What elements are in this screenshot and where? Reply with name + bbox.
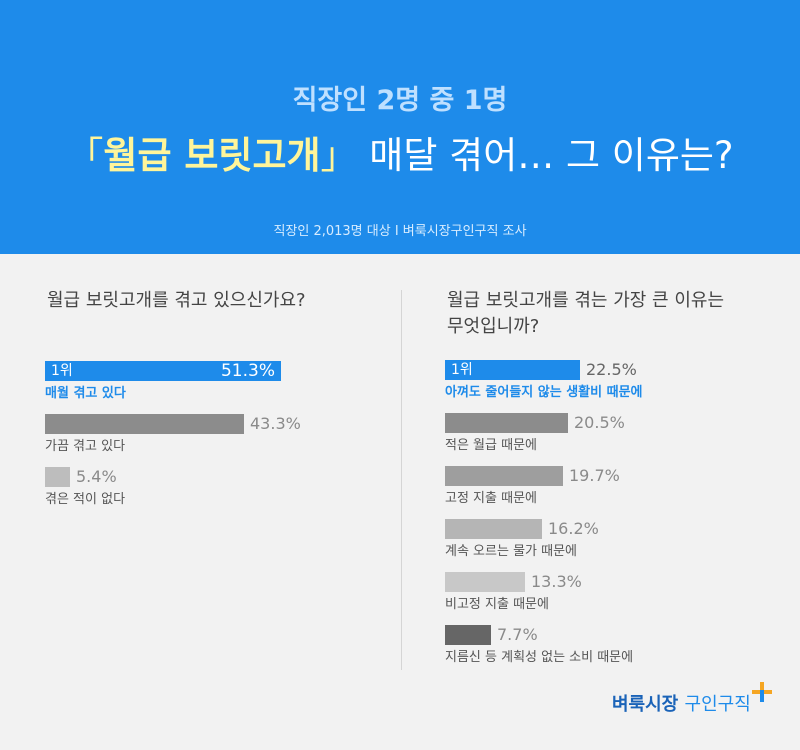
chart1-category-label: 가끔 겪고 있다: [45, 439, 126, 454]
chart2-value-label: 22.5%: [586, 360, 637, 379]
chart2-category-label: 비고정 지출 때문에: [445, 597, 549, 612]
logo-plus-icon: [752, 682, 772, 702]
chart2-category-label: 계속 오르는 물가 때문에: [445, 544, 577, 559]
chart2-rank-label: 1위: [451, 362, 473, 378]
chart1-bar: [45, 361, 281, 381]
chart1-bar: [45, 467, 70, 487]
chart1-category-label: 겪은 적이 없다: [45, 492, 126, 507]
chart1-value-label: 5.4%: [76, 467, 117, 486]
header-title: 「월급 보릿고개」 매달 겪어… 그 이유는?: [0, 125, 800, 179]
header-banner: 직장인 2명 중 1명 「월급 보릿고개」 매달 겪어… 그 이유는? 직장인 …: [0, 0, 800, 254]
logo-service: 구인구직: [684, 694, 751, 715]
chart2-category-label: 지름신 등 계획성 없는 소비 때문에: [445, 650, 634, 665]
title-bracket-open: 「: [66, 134, 104, 177]
chart2-value-label: 16.2%: [548, 519, 599, 538]
chart2-value-label: 20.5%: [574, 413, 625, 432]
column-divider: [401, 290, 402, 670]
chart2-question-line1: 월급 보릿고개를 겪는 가장 큰 이유는: [447, 290, 725, 311]
chart1-bar: [45, 414, 244, 434]
chart2-value-label: 13.3%: [531, 572, 582, 591]
title-rest: 매달 겪어… 그 이유는?: [357, 134, 734, 177]
header-subtitle: 직장인 2명 중 1명: [292, 85, 508, 116]
chart2-value-label: 19.7%: [569, 466, 620, 485]
brand-logo: 벼룩시장 구인구직: [612, 682, 772, 716]
survey-source: 직장인 2,013명 대상 I 벼룩시장구인구직 조사: [273, 224, 527, 239]
chart2-question-line2: 무엇입니까?: [447, 316, 540, 337]
chart2-bar: [445, 572, 525, 592]
title-highlight: 월급 보릿고개: [103, 134, 321, 177]
chart1-question: 월급 보릿고개를 겪고 있으신가요?: [47, 290, 306, 311]
chart2-bar: [445, 466, 563, 486]
chart1-value-label: 43.3%: [250, 414, 301, 433]
chart2-category-label: 고정 지출 때문에: [445, 491, 537, 506]
title-bracket-close: 」: [320, 134, 358, 177]
chart2-value-label: 7.7%: [497, 625, 538, 644]
chart2-bar: [445, 360, 580, 380]
chart2-bar: [445, 413, 568, 433]
chart2-bar: [445, 519, 542, 539]
logo-brand: 벼룩시장: [612, 694, 679, 715]
chart2-category-label: 아껴도 줄어들지 않는 생활비 때문에: [445, 385, 643, 400]
chart2-bar: [445, 625, 491, 645]
chart1-category-label: 매월 겪고 있다: [45, 386, 126, 401]
chart1-value-label: 51.3%: [220, 361, 275, 381]
chart2-category-label: 적은 월급 때문에: [445, 438, 537, 453]
chart1-rank-label: 1위: [51, 363, 73, 379]
chart2-question: 월급 보릿고개를 겪는 가장 큰 이유는 무엇입니까?: [447, 288, 724, 340]
